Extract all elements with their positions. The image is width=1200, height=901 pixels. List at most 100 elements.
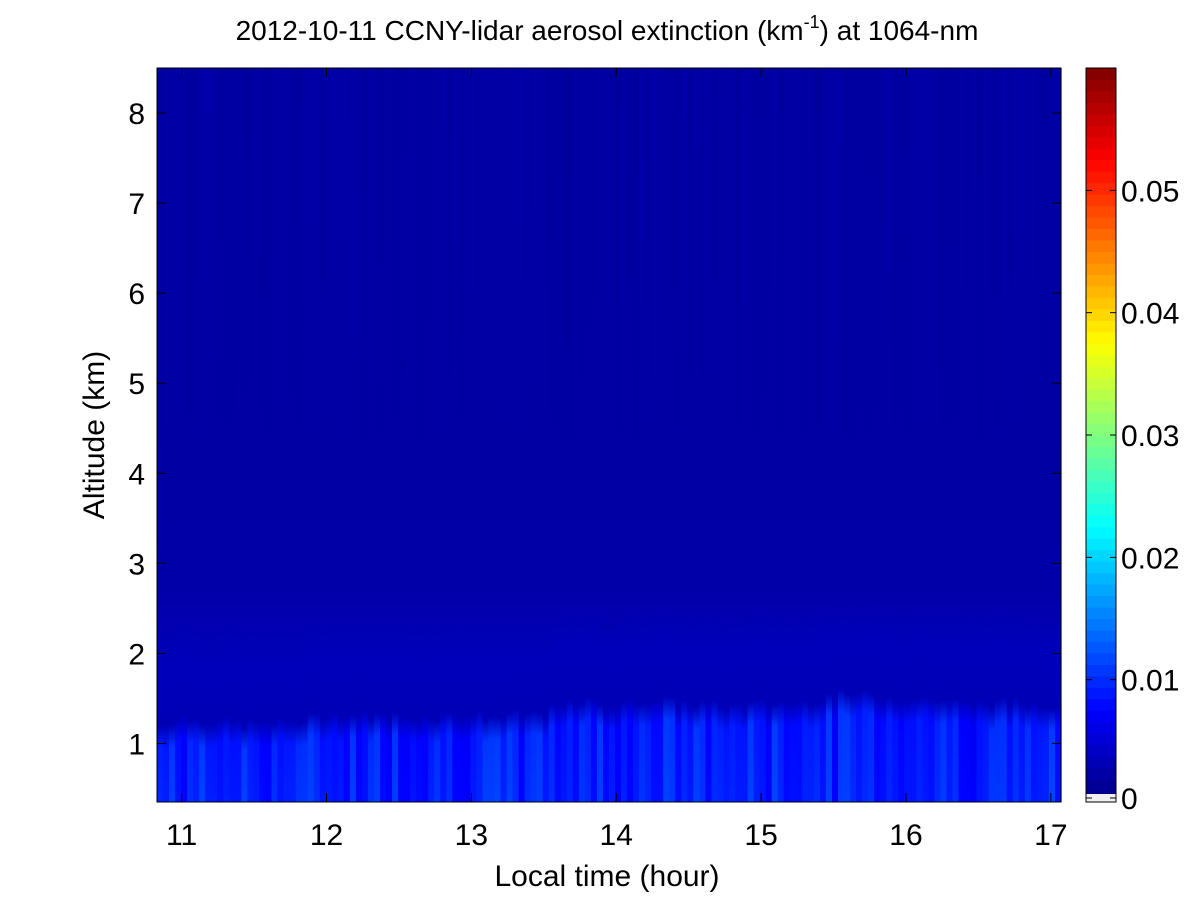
heatmap-column (801, 68, 809, 802)
heatmap-column (169, 68, 176, 802)
chart-title: 2012-10-11 CCNY-lidar aerosol extinction… (236, 12, 979, 46)
colorbar-segment (1086, 767, 1116, 780)
heatmap-column (404, 68, 411, 802)
plot-frame (156, 67, 1062, 803)
heatmap-column (313, 68, 321, 802)
colorbar-segment (1086, 113, 1116, 126)
heatmap-column (416, 68, 423, 802)
heatmap-column (868, 68, 875, 802)
y-tick-label: 6 (128, 278, 145, 311)
colorbar-segment (1086, 400, 1116, 413)
heatmap-column (783, 68, 791, 802)
x-tick-label: 14 (600, 819, 633, 852)
colorbar-segment (1086, 343, 1116, 356)
heatmap-column (181, 68, 188, 802)
colorbar-segment (1086, 492, 1116, 505)
colorbar-tick-label: 0 (1121, 783, 1138, 816)
heatmap-column (506, 68, 514, 802)
colorbar-segment (1086, 618, 1116, 631)
heatmap-column (856, 68, 863, 802)
colorbar-segment (1086, 503, 1116, 516)
heatmap-column (687, 68, 694, 802)
colorbar-segment (1086, 136, 1116, 149)
heatmap-column (862, 68, 869, 802)
heatmap-column (379, 68, 387, 802)
heatmap-column (886, 68, 893, 802)
colorbar-segment (1086, 205, 1116, 218)
heatmap-column (205, 68, 212, 802)
heatmap-column (295, 68, 303, 802)
heatmap-column (596, 68, 604, 802)
heatmap-column (482, 68, 490, 802)
y-tick-label: 8 (128, 98, 145, 131)
heatmap-column (940, 68, 948, 802)
colorbar-segment (1086, 412, 1116, 425)
heatmap-column (609, 68, 616, 802)
heatmap-column (1042, 68, 1050, 802)
heatmap-column (518, 68, 526, 802)
colorbar-segment (1086, 297, 1116, 310)
heatmap-column (958, 68, 966, 802)
colorbar-segment (1086, 526, 1116, 539)
heatmap-column (1024, 68, 1032, 802)
colorbar-segment (1086, 607, 1116, 619)
heatmap-column (711, 68, 719, 802)
heatmap-column (277, 68, 285, 802)
colorbar-segment (1086, 366, 1116, 379)
heatmap-column (265, 68, 273, 802)
heatmap-column (488, 68, 496, 802)
colorbar-segment (1086, 377, 1116, 390)
heatmap-column (373, 68, 381, 802)
heatmap-column (446, 68, 453, 802)
colorbar-segment (1086, 664, 1116, 677)
heatmap-column (952, 68, 960, 802)
colorbar-segment (1086, 228, 1116, 241)
heatmap-column (458, 68, 465, 802)
y-tick-label: 5 (128, 368, 145, 401)
heatmap-column (633, 68, 640, 802)
heatmap-cells (157, 68, 1062, 802)
colorbar-zero-band (1086, 794, 1116, 802)
colorbar-segment (1086, 779, 1116, 792)
heatmap-column (825, 68, 833, 802)
colorbar-tick-label: 0.01 (1121, 665, 1179, 698)
heatmap-column (500, 68, 508, 802)
heatmap-column (693, 68, 700, 802)
heatmap-column (789, 68, 797, 802)
heatmap-column (735, 68, 743, 802)
heatmap-column (675, 68, 682, 802)
heatmap-column (187, 68, 194, 802)
x-tick-label: 11 (166, 819, 197, 852)
heatmap-column (874, 68, 881, 802)
heatmap-column (657, 68, 664, 802)
x-axis: 11 12 13 14 15 16 17 (166, 68, 1068, 852)
colorbar-segment (1086, 698, 1116, 711)
colorbar-segment (1086, 457, 1116, 470)
colorbar-tick-label: 0.02 (1121, 542, 1179, 575)
colorbar-segment (1086, 240, 1116, 252)
heatmap-column (512, 68, 520, 802)
heatmap-column (765, 68, 773, 802)
heatmap-column (1048, 68, 1056, 802)
heatmap-column (934, 68, 942, 802)
colorbar-segment (1086, 687, 1116, 700)
heatmap-plot-area (156, 67, 1062, 803)
heatmap-column (398, 68, 405, 802)
heatmap-column (572, 68, 580, 802)
heatmap-column (229, 68, 236, 802)
heatmap-column (904, 68, 911, 802)
heatmap-column (337, 68, 345, 802)
heatmap-column (777, 68, 785, 802)
colorbar-segment (1086, 159, 1116, 172)
heatmap-column (542, 68, 550, 802)
colorbar-segment (1086, 744, 1116, 757)
colorbar-segment (1086, 320, 1116, 333)
heatmap-column (349, 68, 357, 802)
y-axis: 1 2 3 4 5 6 7 8 (128, 98, 1061, 761)
heatmap-column (157, 68, 164, 802)
heatmap-column (988, 68, 996, 802)
heatmap-column (1036, 68, 1044, 802)
heatmap-column (602, 68, 610, 802)
colorbar-segment (1086, 102, 1116, 115)
